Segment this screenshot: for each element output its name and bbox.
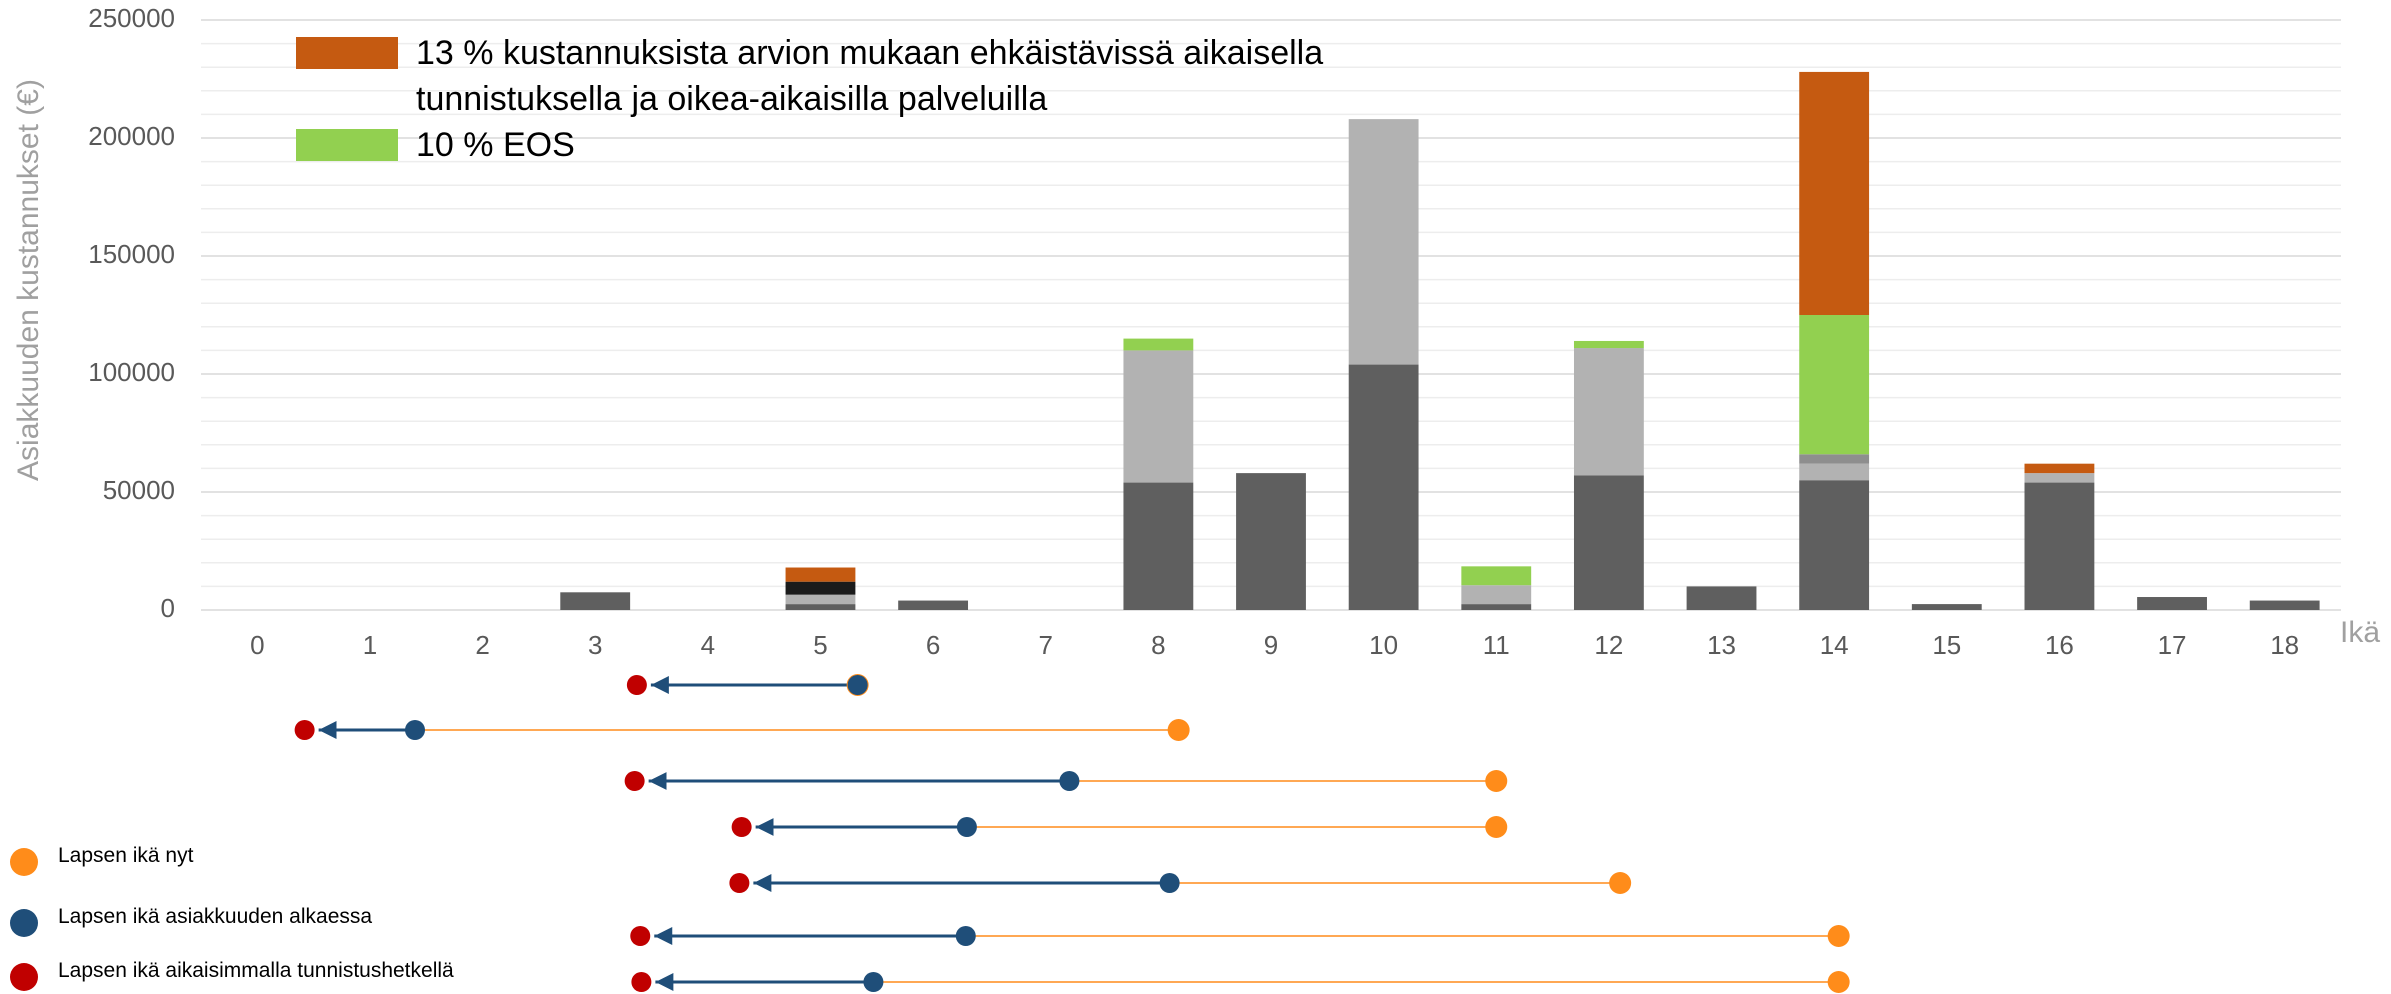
bar-segment	[1461, 604, 1532, 610]
x-tick-label: 0	[250, 630, 264, 660]
bar-segment	[1686, 586, 1757, 610]
dot-now	[1827, 925, 1850, 947]
bar-segment	[1461, 585, 1532, 605]
y-tick-label: 250000	[88, 3, 175, 33]
legend-label: Lapsen ikä nyt	[58, 844, 194, 867]
x-tick-label: 8	[1151, 630, 1165, 660]
bar-segment	[1799, 480, 1870, 610]
bar-segment	[785, 604, 856, 610]
x-tick-label: 5	[813, 630, 827, 660]
dot-now	[1609, 872, 1632, 894]
dot-now	[1167, 719, 1190, 741]
x-tick-label: 10	[1369, 630, 1398, 660]
bar-segment	[898, 600, 969, 610]
dot-start	[1159, 873, 1180, 893]
legend-label: 13 % kustannuksista arvion mukaan ehkäis…	[416, 34, 1324, 118]
x-tick-label: 14	[1820, 630, 1849, 660]
legend-label: Lapsen ikä aikaisimmalla tunnistushetkel…	[58, 959, 454, 982]
bar-segment	[1911, 604, 1982, 610]
dot-first	[624, 771, 645, 791]
bar-segment	[1573, 348, 1644, 476]
legend-dot	[10, 963, 38, 991]
dot-now	[1827, 971, 1850, 993]
dot-first	[294, 720, 315, 740]
dot-first	[729, 873, 750, 893]
x-tick-label: 2	[475, 630, 489, 660]
bar-segment	[785, 594, 856, 605]
legend-label: 10 % EOS	[416, 126, 575, 164]
bar-segment	[1123, 350, 1194, 483]
dot-first	[731, 817, 752, 837]
y-tick-label: 50000	[103, 475, 175, 505]
y-tick-label: 0	[161, 593, 175, 623]
dot-start	[955, 926, 976, 946]
bar-segment	[785, 567, 856, 582]
dot-first	[631, 972, 652, 992]
bar-segment	[1461, 566, 1532, 586]
bar-segment	[2137, 597, 2207, 610]
x-tick-label: 6	[926, 630, 940, 660]
dot-now	[1485, 816, 1508, 838]
bar-segment	[1573, 340, 1644, 349]
x-tick-label: 15	[1932, 630, 1961, 660]
dot-start	[1059, 771, 1080, 791]
bar-segment	[1348, 119, 1419, 365]
x-tick-label: 18	[2270, 630, 2299, 660]
dot-first	[626, 675, 647, 695]
x-tick-label: 7	[1039, 630, 1053, 660]
bar-segment	[1348, 364, 1419, 610]
y-tick-label: 100000	[88, 357, 175, 387]
bar-segment	[1123, 482, 1194, 610]
bar-segment	[785, 581, 856, 595]
legend-dot	[10, 848, 38, 876]
dot-start	[405, 720, 425, 740]
y-axis-title: Asiakkuuden kustannukset (€)	[12, 79, 45, 481]
dot-start	[863, 972, 884, 992]
bar-segment	[1799, 454, 1870, 464]
bar-segment	[2024, 473, 2095, 483]
bar-segment	[1799, 315, 1870, 455]
y-tick-label: 150000	[88, 239, 175, 269]
x-tick-label: 9	[1264, 630, 1278, 660]
bar-segment	[1573, 475, 1644, 610]
x-tick-label: 13	[1707, 630, 1736, 660]
bar-segment	[1799, 71, 1870, 315]
bar-segment	[2249, 600, 2320, 610]
y-tick-label: 200000	[88, 121, 175, 151]
x-tick-label: 1	[363, 630, 377, 660]
bar-segment	[1799, 463, 1870, 481]
bar-segment	[1123, 338, 1194, 351]
bar-segment	[2024, 482, 2095, 610]
bar-segment	[2024, 463, 2095, 474]
x-tick-label: 12	[1594, 630, 1623, 660]
dot-now	[1485, 770, 1508, 792]
legend-swatch	[296, 37, 398, 69]
x-tick-label: 16	[2045, 630, 2074, 660]
legend-swatch	[296, 129, 398, 161]
bar-segment	[560, 592, 631, 610]
x-tick-label: 11	[1483, 630, 1510, 660]
dot-first	[630, 926, 651, 946]
x-tick-label: 4	[701, 630, 715, 660]
x-tick-label: 3	[588, 630, 602, 660]
legend-label: Lapsen ikä asiakkuuden alkaessa	[58, 905, 373, 928]
x-tick-label: 17	[2158, 630, 2187, 660]
x-axis-title: Ikä	[2340, 616, 2380, 649]
legend-dot	[10, 909, 38, 937]
dot-start	[956, 817, 977, 837]
bar-segment	[1236, 473, 1306, 610]
dot-start	[847, 675, 868, 695]
